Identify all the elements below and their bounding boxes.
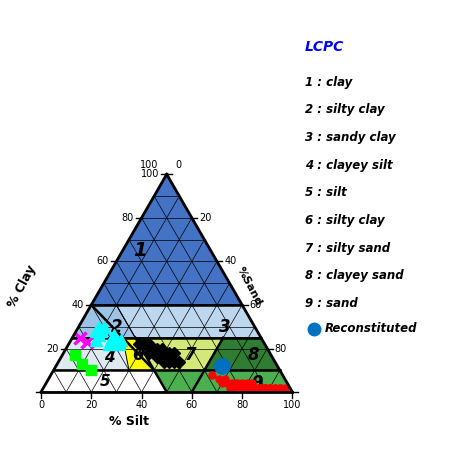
Polygon shape [117,305,261,337]
Text: 5 : silt: 5 : silt [305,186,347,199]
Text: 3: 3 [219,318,230,336]
Text: 8 : clayey sand: 8 : clayey sand [305,269,403,283]
Text: % Clay: % Clay [6,263,39,310]
Text: 7 : silty sand: 7 : silty sand [305,242,390,255]
Text: 20: 20 [46,344,59,354]
Text: 80: 80 [122,213,134,223]
Text: 5: 5 [100,374,110,389]
Text: 40: 40 [136,401,148,410]
Text: 2: 2 [110,318,122,336]
Text: 100: 100 [283,401,301,410]
Text: 100: 100 [140,160,158,170]
Text: 60: 60 [250,300,262,310]
Polygon shape [204,337,280,370]
Text: 6: 6 [132,346,144,364]
Text: 4 : clayey silt: 4 : clayey silt [305,159,392,172]
Text: 9 : sand: 9 : sand [305,297,358,310]
Text: 40: 40 [72,300,84,310]
Polygon shape [41,370,167,392]
Text: 40: 40 [225,256,237,266]
Text: 3 : sandy clay: 3 : sandy clay [305,131,396,144]
Text: 80: 80 [275,344,287,354]
Text: 1: 1 [134,241,147,260]
Polygon shape [54,337,154,370]
Text: 7: 7 [185,346,196,364]
Text: 4: 4 [103,350,114,365]
Text: 0: 0 [175,160,181,170]
Polygon shape [73,305,135,337]
Polygon shape [123,337,154,370]
Text: 0: 0 [38,401,44,410]
Text: 80: 80 [236,401,248,410]
Polygon shape [91,174,242,305]
Text: 20: 20 [200,213,212,223]
Polygon shape [154,370,292,392]
Text: 9: 9 [251,374,263,392]
Text: 60: 60 [186,401,198,410]
Text: Reconstituted: Reconstituted [325,322,418,335]
Text: 60: 60 [97,256,109,266]
Text: 100: 100 [141,169,159,179]
Text: %Sand: %Sand [235,265,264,308]
Text: 20: 20 [85,401,98,410]
Text: % Silt: % Silt [109,415,149,428]
Polygon shape [135,337,223,370]
Text: 1 : clay: 1 : clay [305,76,352,89]
Text: 8: 8 [247,346,259,364]
Text: 2 : silty clay: 2 : silty clay [305,103,384,116]
Text: LCPC: LCPC [305,40,344,54]
Text: 6 : silty clay: 6 : silty clay [305,214,384,227]
